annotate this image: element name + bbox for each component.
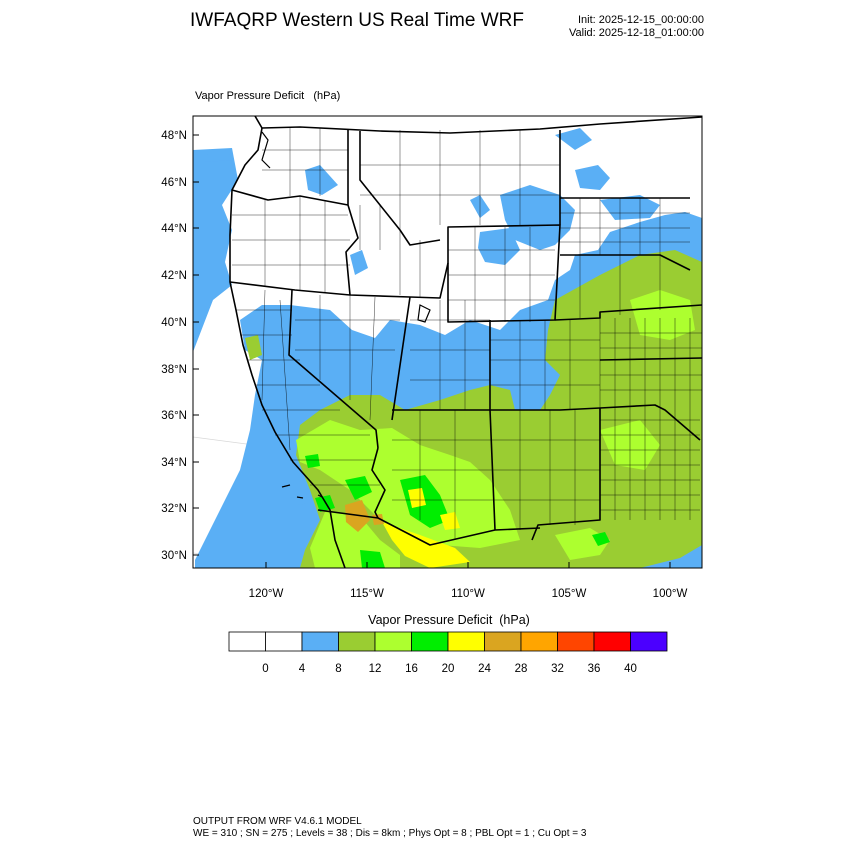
lat-label: 36°N (161, 410, 187, 422)
lat-label: 44°N (161, 223, 187, 235)
lon-label: 110°W (451, 588, 485, 600)
lat-label: 42°N (161, 270, 187, 282)
page-title: IWFAQRP Western US Real Time WRF (190, 10, 524, 31)
footer-line-1: OUTPUT FROM WRF V4.6.1 MODEL (193, 816, 362, 827)
colorbar-swatch (228, 631, 266, 652)
lon-label: 100°W (653, 588, 688, 600)
colorbar-label: 28 (515, 663, 528, 675)
lon-label: 105°W (552, 588, 587, 600)
colorbar-swatch (411, 631, 449, 652)
vpd-yellow-areas (382, 488, 470, 568)
colorbar-label: 24 (478, 663, 491, 675)
colorbar-label: 16 (405, 663, 418, 675)
lat-label: 48°N (161, 130, 187, 142)
colorbar-label: 40 (624, 663, 637, 675)
colorbar: 0 4 8 12 16 20 24 28 32 36 40 (228, 631, 668, 675)
colorbar-label: 36 (588, 663, 601, 675)
colorbar-swatch (265, 631, 303, 652)
colorbar-label: 0 (262, 663, 268, 675)
colorbar-title: Vapor Pressure Deficit (hPa) (368, 613, 530, 627)
lon-label: 120°W (249, 588, 284, 600)
colorbar-label: 8 (335, 663, 341, 675)
map-frame (192, 115, 703, 569)
lat-label: 32°N (161, 503, 187, 515)
colorbar-swatch (374, 631, 412, 652)
latitude-axis: 48°N 46°N 44°N 42°N 40°N 38°N 36°N 34°N 32°N 30°N (161, 130, 199, 562)
lat-label: 38°N (161, 364, 187, 376)
colorbar-swatch (557, 631, 595, 652)
colorbar-label: 32 (551, 663, 564, 675)
colorbar-swatch (447, 631, 485, 652)
lat-label: 46°N (161, 177, 187, 189)
map-content (193, 116, 702, 568)
longitude-axis: 120°W 115°W 110°W 105°W 100°W (249, 562, 688, 600)
lon-label: 115°W (350, 588, 384, 600)
colorbar-swatch (593, 631, 631, 652)
lat-label: 40°N (161, 317, 187, 329)
colorbar-swatch (630, 631, 668, 652)
run-times: Init: 2025-12-15_00:00:00 Valid: 2025-12… (520, 14, 704, 40)
colorbar-swatch (520, 631, 558, 652)
colorbar-swatch (484, 631, 522, 652)
colorbar-label: 12 (369, 663, 382, 675)
colorbar-swatch (338, 631, 376, 652)
valid-time: Valid: 2025-12-18_01:00:00 (569, 27, 704, 39)
colorbar-label: 20 (442, 663, 455, 675)
footer-line-2: WE = 310 ; SN = 275 ; Levels = 38 ; Dis … (193, 828, 587, 839)
lat-label: 34°N (161, 457, 187, 469)
init-time: Init: 2025-12-15_00:00:00 (578, 14, 704, 26)
county-lines (232, 128, 702, 540)
map-caption: Vapor Pressure Deficit (hPa) (195, 90, 341, 102)
model-footer: OUTPUT FROM WRF V4.6.1 MODEL WE = 310 ; … (193, 816, 586, 840)
colorbar-swatch (301, 631, 339, 652)
colorbar-label: 4 (299, 663, 306, 675)
lat-label: 30°N (161, 550, 187, 562)
coastal-islands (261, 131, 431, 499)
